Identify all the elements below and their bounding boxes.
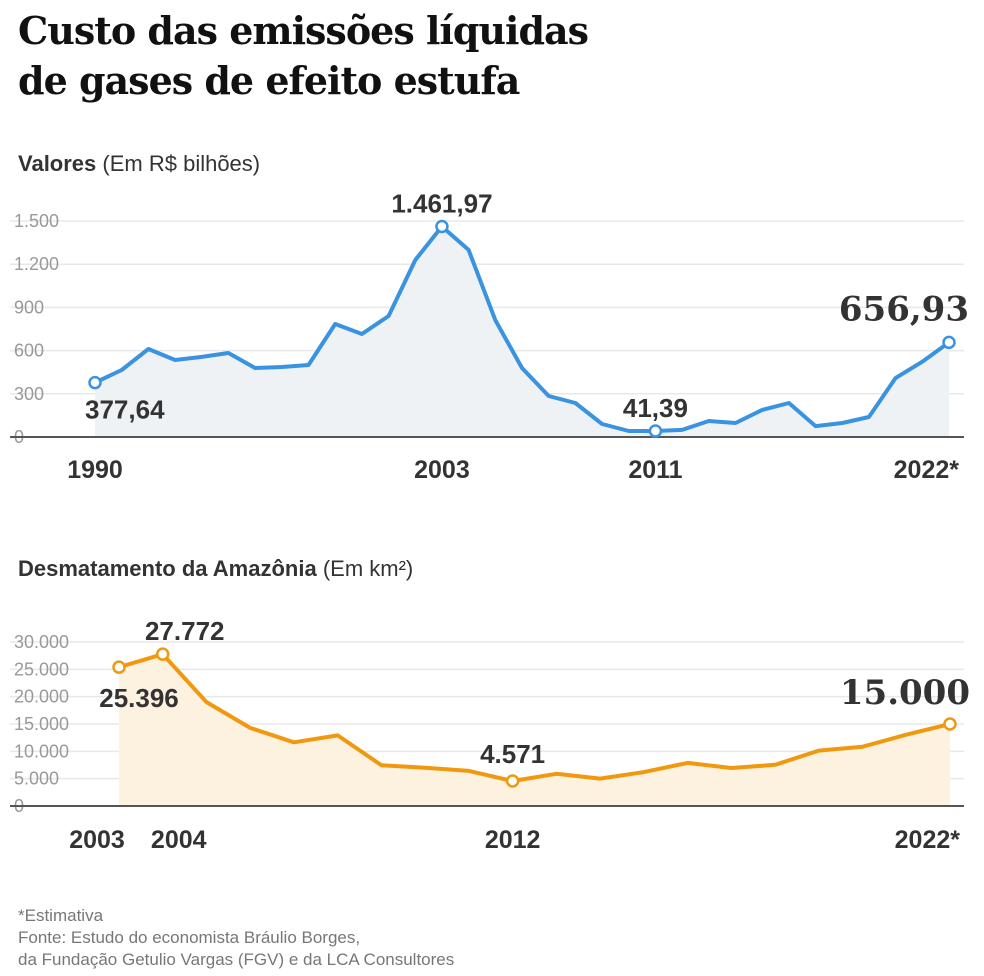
- chart2-ytick-label: 30.000: [14, 632, 69, 652]
- chart2-unit: (Em km²): [322, 556, 414, 581]
- chart1-subtitle: Valores (Em R$ bilhões): [18, 151, 260, 177]
- chart2-data-label: 27.772: [145, 616, 225, 646]
- chart2-ytick-label: 5.000: [14, 769, 59, 789]
- chart1-marker: [435, 219, 449, 234]
- chart2-data-label: 25.396: [99, 683, 179, 713]
- chart2-marker: [505, 774, 520, 788]
- chart1-xtick-label: 2022*: [894, 456, 960, 484]
- chart1-data-label: 41,39: [623, 393, 688, 423]
- chart1-marker: [942, 335, 956, 350]
- chart1-ytick-label: 300: [14, 384, 44, 404]
- chart1-ytick-label: 1.500: [14, 211, 59, 231]
- footer: *Estimativa Fonte: Estudo do economista …: [18, 905, 454, 971]
- chart2-area: [119, 654, 950, 806]
- chart2-ytick-label: 25.000: [14, 659, 69, 679]
- chart1-marker: [648, 424, 663, 438]
- footer-note: *Estimativa: [18, 906, 104, 925]
- chart2-ytick-label: 10.000: [14, 741, 69, 761]
- chart1-line: [94, 224, 951, 433]
- chart2-marker: [155, 647, 170, 661]
- chart2-ytick-label: 20.000: [14, 687, 69, 707]
- chart1-data-label: 656,93: [839, 289, 969, 329]
- chart1-ytick-label: 1.200: [14, 254, 59, 274]
- chart2-marker: [112, 660, 126, 674]
- chart2-marker: [943, 717, 957, 731]
- chart2-xtick-label: 2004: [151, 826, 207, 854]
- chart2-line: [118, 652, 951, 783]
- chart2-data-label: 4.571: [480, 739, 545, 769]
- footer-source-2: da Fundação Getulio Vargas (FGV) e da LC…: [18, 950, 455, 969]
- chart1-ytick-label: 900: [14, 297, 44, 317]
- chart1-data-label: 377,64: [85, 395, 165, 425]
- chart2-xtick-label: 2022*: [895, 826, 961, 854]
- chart1-unit: (Em R$ bilhões): [102, 151, 261, 176]
- chart1-xtick-label: 2003: [414, 456, 470, 484]
- chart2-xtick-label: 2012: [485, 826, 541, 854]
- title-line-1: Custo das emissões líquidas: [18, 8, 589, 53]
- title-line-2: de gases de efeito estufa: [18, 58, 520, 103]
- chart1-marker: [88, 375, 102, 390]
- chart2-title: Desmatamento da Amazônia: [18, 556, 317, 581]
- chart1-xtick-label: 1990: [67, 456, 123, 484]
- chart-title: Custo das emissões líquidas de gases de …: [18, 6, 589, 106]
- chart2-ytick-label: 15.000: [14, 714, 69, 734]
- chart2-xtick-label: 2003: [69, 826, 125, 854]
- chart1-xtick-label: 2011: [628, 456, 682, 484]
- chart1-data-label: 1.461,97: [391, 188, 492, 218]
- chart1-area: [95, 226, 949, 437]
- chart1-title: Valores: [18, 151, 97, 176]
- chart2-subtitle: Desmatamento da Amazônia (Em km²): [18, 556, 413, 582]
- footer-source-1: Fonte: Estudo do economista Bráulio Borg…: [18, 928, 361, 947]
- chart2-data-label: 15.000: [840, 673, 970, 713]
- chart1-ytick-label: 600: [14, 341, 44, 361]
